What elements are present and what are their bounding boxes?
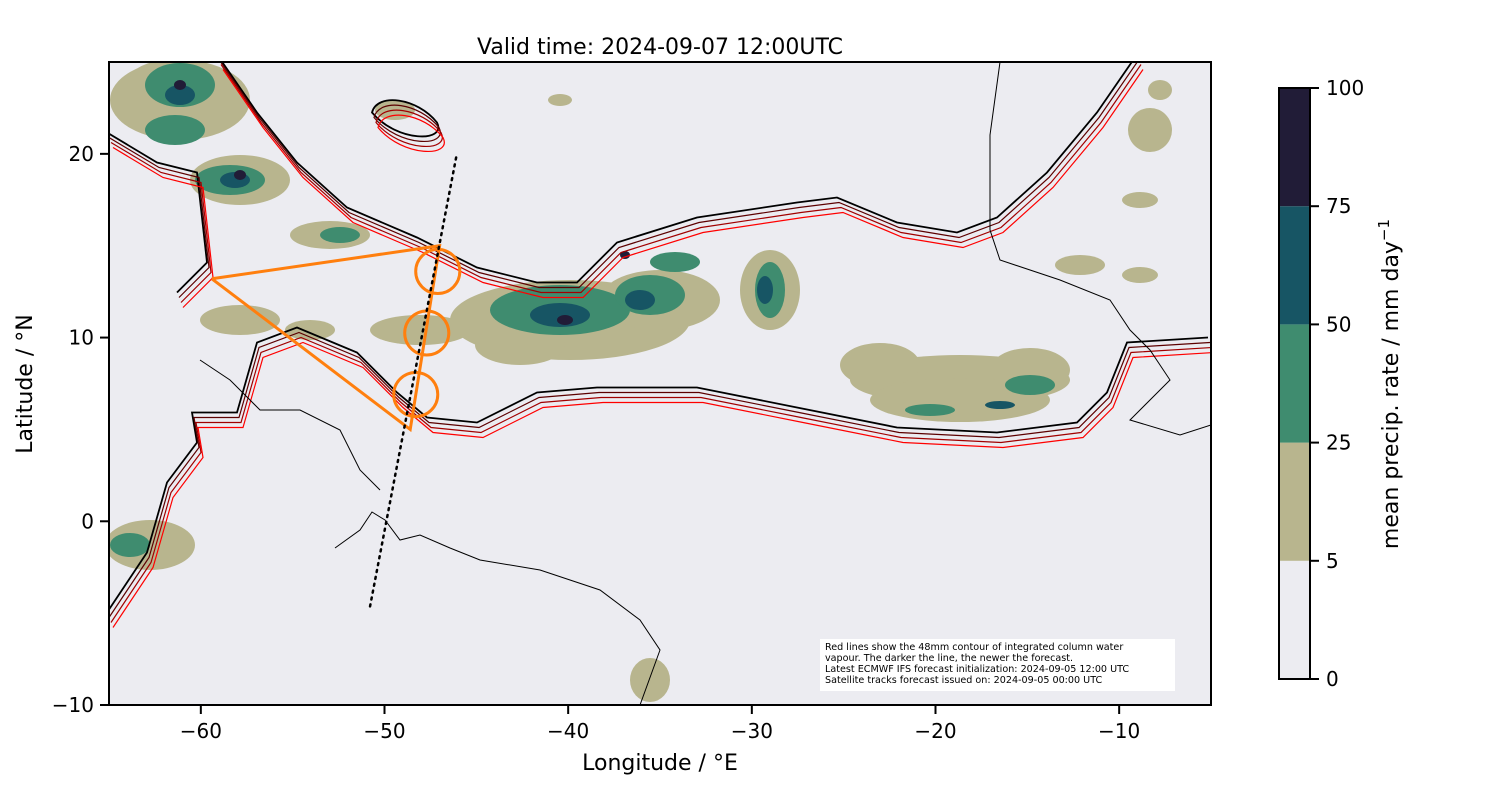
colorbar-segment bbox=[1279, 206, 1310, 325]
x-tick-label: −50 bbox=[363, 719, 405, 743]
precip-region bbox=[840, 343, 920, 387]
colorbar-segment bbox=[1279, 88, 1310, 207]
precip-region bbox=[985, 401, 1015, 409]
axes: −60 −50 −40 −30 −20 −10 20 10 0 −10 bbox=[52, 142, 1140, 743]
annotation-box: Red lines show the 48mm contour of integ… bbox=[820, 639, 1175, 691]
colorbar-frame bbox=[1278, 87, 1311, 680]
x-axis-label: Longitude / °E bbox=[582, 751, 738, 776]
precip-region bbox=[757, 276, 773, 304]
africa-coastline bbox=[989, 62, 1211, 436]
precip-region bbox=[548, 94, 572, 106]
chart-title: Valid time: 2024-09-07 12:00UTC bbox=[477, 35, 843, 60]
colorbar-label: mean precip. rate / mm day−1 bbox=[1375, 219, 1404, 549]
satellite-track bbox=[368, 156, 458, 609]
annotation-line: Red lines show the 48mm contour of integ… bbox=[825, 642, 1124, 653]
colorbar-segment bbox=[1279, 442, 1310, 561]
precip-region bbox=[1148, 80, 1172, 100]
colorbar: 0 5 25 50 75 100 bbox=[1278, 76, 1364, 691]
coastlines bbox=[199, 62, 1211, 705]
cwv-contour-line bbox=[377, 114, 445, 153]
cwv-contour-line bbox=[109, 331, 1211, 618]
south-america-coastline bbox=[334, 511, 661, 705]
colorbar-tick-label: 0 bbox=[1326, 667, 1339, 691]
annotation-line: Satellite tracks forecast issued on: 202… bbox=[825, 675, 1103, 686]
tracks bbox=[210, 156, 462, 609]
precip-region bbox=[110, 533, 150, 557]
cwv-contour-line bbox=[375, 109, 443, 148]
precip-field bbox=[109, 62, 1172, 702]
precip-region bbox=[630, 658, 670, 702]
cwv-contour-line bbox=[112, 341, 1211, 628]
precip-region bbox=[234, 170, 246, 180]
precip-region bbox=[320, 227, 360, 243]
cwv-contour-line bbox=[110, 336, 1211, 623]
x-tick-label: −40 bbox=[547, 719, 589, 743]
precip-region bbox=[905, 404, 955, 416]
colorbar-tick-label: 75 bbox=[1326, 194, 1351, 218]
cwv-contour-line bbox=[109, 326, 1209, 612]
colorbar-tick-label: 100 bbox=[1326, 76, 1364, 100]
precip-region bbox=[1122, 192, 1158, 208]
precip-region bbox=[1055, 255, 1105, 275]
x-tick-label: −10 bbox=[1098, 719, 1140, 743]
precip-region bbox=[1128, 108, 1172, 152]
colorbar-segment bbox=[1279, 324, 1310, 443]
precip-region bbox=[285, 320, 335, 340]
precip-region bbox=[650, 252, 700, 272]
precip-region bbox=[625, 290, 655, 310]
annotation-line: vapour. The darker the line, the newer t… bbox=[825, 653, 1074, 664]
precip-region bbox=[200, 305, 280, 335]
cwv-contour-line bbox=[112, 69, 1144, 308]
cwv-contour-line bbox=[110, 64, 1142, 303]
precip-region bbox=[1005, 375, 1055, 395]
precip-region bbox=[370, 315, 470, 345]
colorbar-tick-label: 25 bbox=[1326, 431, 1351, 455]
plot-frame bbox=[108, 61, 1212, 706]
flight-track bbox=[210, 243, 442, 433]
y-tick-label: 20 bbox=[69, 142, 94, 166]
x-tick-label: −20 bbox=[914, 719, 956, 743]
cwv-contour-line bbox=[109, 62, 1139, 298]
precip-region bbox=[1122, 267, 1158, 283]
precip-region bbox=[165, 85, 195, 105]
precip-region bbox=[145, 115, 205, 145]
cwv-contour-line bbox=[373, 104, 441, 143]
precip-region bbox=[475, 325, 565, 365]
precip-region bbox=[174, 80, 186, 90]
y-axis-label: Latitude / °N bbox=[13, 314, 38, 453]
y-tick-label: 10 bbox=[69, 326, 94, 350]
cwv-contour-line bbox=[371, 99, 440, 138]
colorbar-segment bbox=[1279, 560, 1310, 679]
caribbean-coastline bbox=[199, 359, 381, 491]
y-tick-label: 0 bbox=[81, 509, 94, 533]
x-tick-label: −30 bbox=[731, 719, 773, 743]
colorbar-tick-label: 50 bbox=[1326, 312, 1351, 336]
cwv-contours bbox=[109, 62, 1211, 628]
precip-region bbox=[620, 251, 630, 259]
colorbar-tick-label: 5 bbox=[1326, 549, 1339, 573]
x-tick-label: −60 bbox=[180, 719, 222, 743]
precip-region bbox=[557, 315, 573, 325]
y-tick-label: −10 bbox=[52, 693, 94, 717]
precip-region bbox=[530, 303, 590, 327]
cwv-contour-line bbox=[109, 62, 1133, 294]
annotation-line: Latest ECMWF IFS forecast initialization… bbox=[825, 664, 1130, 675]
